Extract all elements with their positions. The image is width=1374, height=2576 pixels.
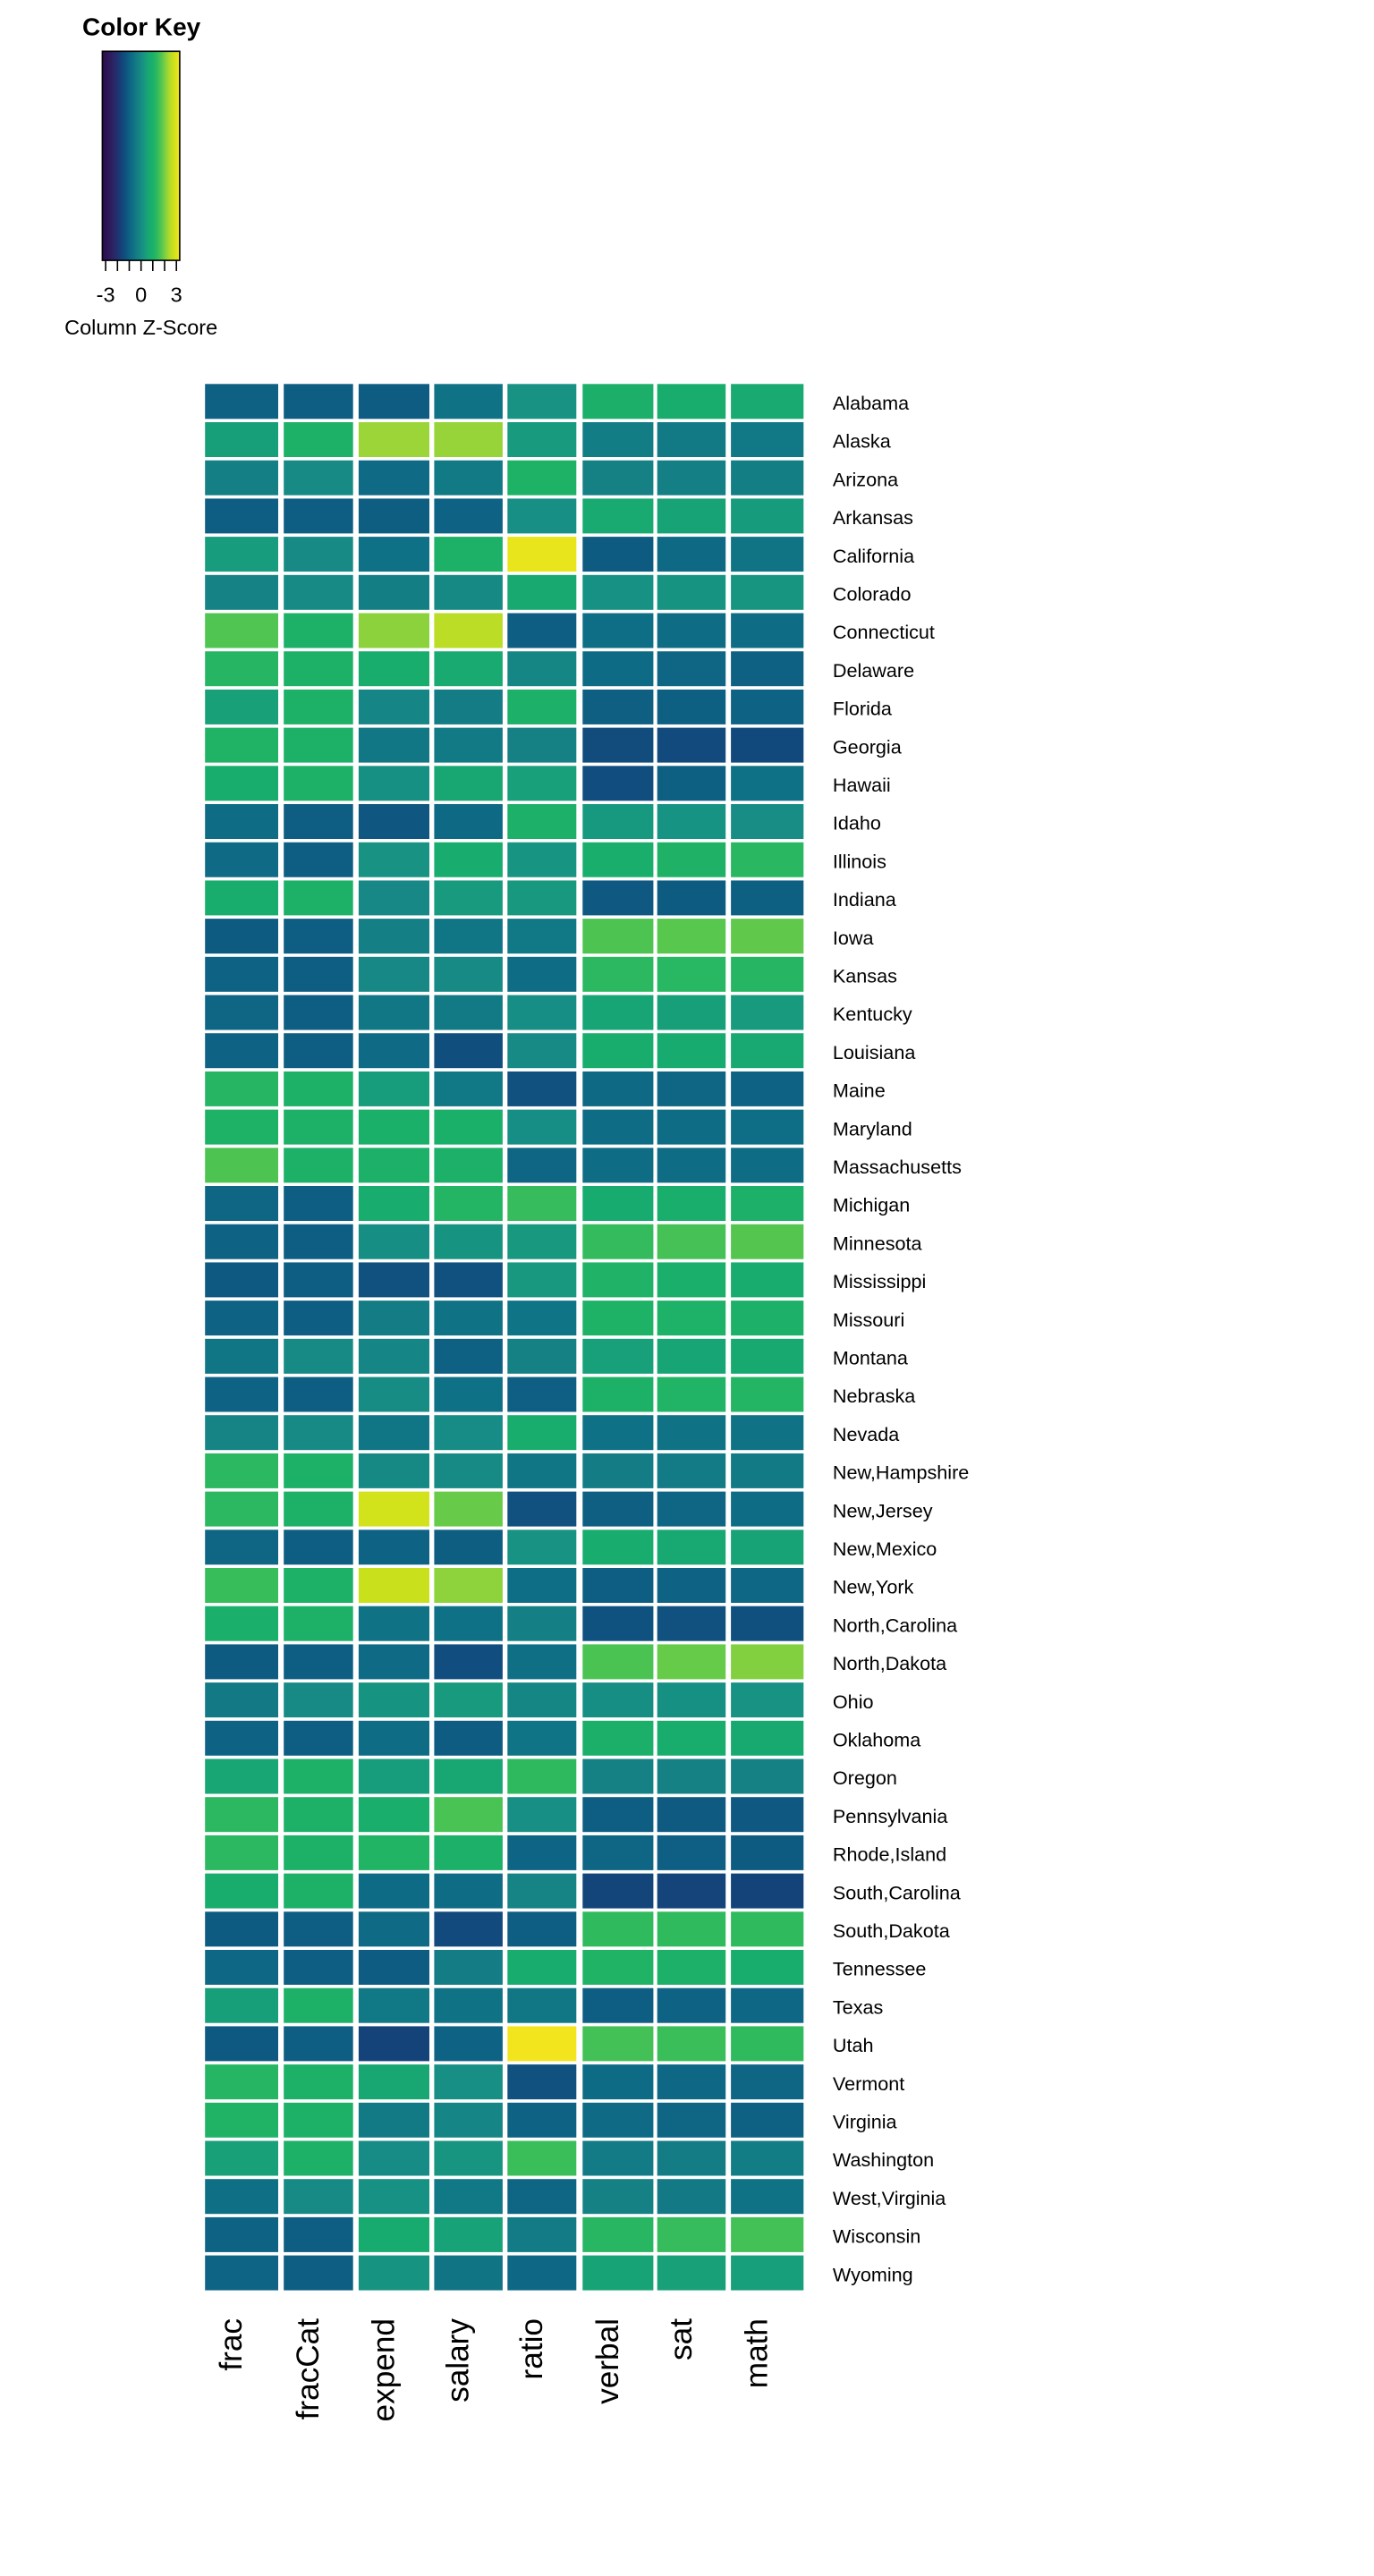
- svg-text:ratio: ratio: [514, 2318, 549, 2379]
- svg-text:Delaware: Delaware: [833, 659, 914, 682]
- svg-text:Vermont: Vermont: [833, 2072, 904, 2095]
- svg-text:Georgia: Georgia: [833, 735, 903, 758]
- svg-text:Arkansas: Arkansas: [833, 506, 913, 529]
- svg-text:math: math: [740, 2318, 775, 2388]
- svg-text:New,Jersey: New,Jersey: [833, 1499, 933, 1521]
- svg-text:Pennsylvania: Pennsylvania: [833, 1805, 948, 1827]
- svg-text:3: 3: [171, 283, 182, 306]
- svg-text:Virginia: Virginia: [833, 2111, 898, 2133]
- svg-text:Maryland: Maryland: [833, 1117, 912, 1140]
- svg-text:Iowa: Iowa: [833, 927, 875, 949]
- svg-text:South,Carolina: South,Carolina: [833, 1881, 962, 1903]
- svg-text:frac: frac: [214, 2318, 249, 2371]
- svg-text:Arizona: Arizona: [833, 468, 899, 490]
- svg-text:North,Carolina: North,Carolina: [833, 1614, 958, 1636]
- svg-text:North,Dakota: North,Dakota: [833, 1652, 947, 1674]
- svg-text:Louisiana: Louisiana: [833, 1041, 916, 1063]
- svg-text:Nevada: Nevada: [833, 1423, 900, 1445]
- svg-text:Minnesota: Minnesota: [833, 1232, 923, 1254]
- svg-text:Texas: Texas: [833, 1996, 884, 2018]
- svg-text:fracCat: fracCat: [291, 2318, 326, 2420]
- svg-text:Oregon: Oregon: [833, 1767, 897, 1789]
- svg-text:Alabama: Alabama: [833, 392, 910, 414]
- svg-text:Nebraska: Nebraska: [833, 1385, 916, 1407]
- svg-text:Rhode,Island: Rhode,Island: [833, 1843, 946, 1866]
- svg-text:Column Z-Score: Column Z-Score: [64, 316, 217, 339]
- svg-text:Ohio: Ohio: [833, 1690, 874, 1713]
- svg-text:Missouri: Missouri: [833, 1309, 904, 1331]
- svg-text:verbal: verbal: [590, 2318, 625, 2404]
- svg-text:Washington: Washington: [833, 2148, 934, 2171]
- svg-text:California: California: [833, 545, 915, 567]
- svg-text:New,York: New,York: [833, 1576, 914, 1598]
- svg-text:Illinois: Illinois: [833, 850, 886, 872]
- svg-text:Tennessee: Tennessee: [833, 1958, 926, 1980]
- svg-text:Utah: Utah: [833, 2034, 874, 2056]
- svg-text:Colorado: Colorado: [833, 583, 912, 606]
- svg-text:Connecticut: Connecticut: [833, 621, 935, 643]
- svg-text:New,Mexico: New,Mexico: [833, 1538, 937, 1560]
- svg-text:0: 0: [135, 283, 147, 306]
- svg-text:Massachusetts: Massachusetts: [833, 1156, 962, 1178]
- svg-text:Kansas: Kansas: [833, 965, 897, 987]
- svg-text:-3: -3: [97, 283, 115, 306]
- svg-text:Kentucky: Kentucky: [833, 1003, 912, 1025]
- svg-text:salary: salary: [441, 2318, 476, 2402]
- svg-text:Oklahoma: Oklahoma: [833, 1729, 921, 1751]
- svg-text:expend: expend: [366, 2318, 401, 2421]
- svg-text:New,Hampshire: New,Hampshire: [833, 1462, 969, 1484]
- svg-text:Indiana: Indiana: [833, 888, 897, 911]
- svg-text:Florida: Florida: [833, 698, 893, 720]
- svg-text:South,Dakota: South,Dakota: [833, 1919, 951, 1942]
- svg-text:Mississippi: Mississippi: [833, 1270, 926, 1292]
- svg-text:Wisconsin: Wisconsin: [833, 2225, 920, 2248]
- svg-text:sat: sat: [664, 2318, 699, 2360]
- svg-text:Maine: Maine: [833, 1080, 886, 1102]
- svg-text:West,Virginia: West,Virginia: [833, 2187, 946, 2209]
- svg-text:Montana: Montana: [833, 1347, 909, 1369]
- svg-text:Idaho: Idaho: [833, 812, 881, 835]
- svg-text:Alaska: Alaska: [833, 430, 892, 453]
- svg-text:Color Key: Color Key: [82, 13, 201, 41]
- svg-text:Wyoming: Wyoming: [833, 2263, 913, 2285]
- svg-text:Hawaii: Hawaii: [833, 774, 891, 796]
- svg-text:Michigan: Michigan: [833, 1194, 910, 1216]
